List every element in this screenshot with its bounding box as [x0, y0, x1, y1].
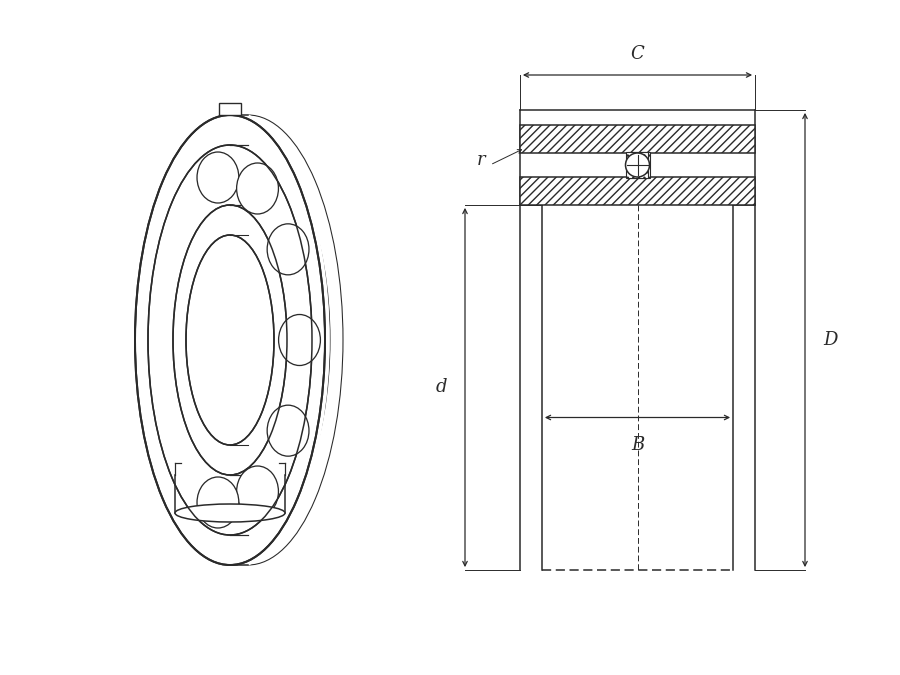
Ellipse shape: [267, 224, 309, 275]
Bar: [520, 125, 755, 153]
Ellipse shape: [267, 405, 309, 456]
Ellipse shape: [197, 477, 238, 528]
Ellipse shape: [175, 504, 285, 522]
Circle shape: [626, 153, 650, 177]
Text: D: D: [823, 331, 837, 349]
Ellipse shape: [148, 145, 312, 535]
Ellipse shape: [197, 152, 238, 203]
Ellipse shape: [237, 466, 278, 517]
Ellipse shape: [186, 235, 274, 445]
Bar: [520, 177, 755, 205]
Text: C: C: [631, 45, 644, 63]
Text: B: B: [631, 435, 644, 454]
Ellipse shape: [130, 111, 329, 570]
Ellipse shape: [166, 145, 330, 535]
Ellipse shape: [237, 163, 278, 214]
Text: r: r: [476, 151, 485, 169]
Bar: [626, 152, 647, 178]
Text: d: d: [436, 379, 447, 396]
Ellipse shape: [173, 205, 287, 475]
Bar: [627, 152, 650, 178]
Ellipse shape: [153, 115, 343, 565]
Bar: [219, 103, 241, 115]
Ellipse shape: [279, 315, 320, 365]
Ellipse shape: [135, 115, 325, 565]
